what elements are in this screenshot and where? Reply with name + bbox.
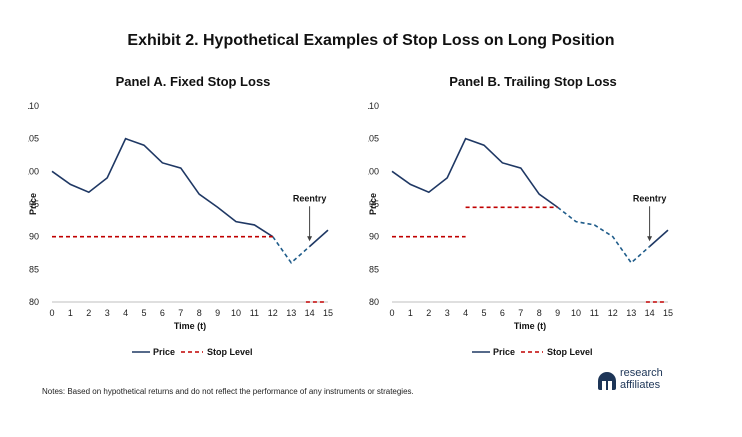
panel-a-x-tick-label: 12 bbox=[268, 308, 278, 318]
panel-a-x-tick-label: 7 bbox=[178, 308, 183, 318]
panel-b-x-tick-label: 2 bbox=[426, 308, 431, 318]
panel-a-x-tick-label: 13 bbox=[286, 308, 296, 318]
panel-b-y-tick-label: 105 bbox=[368, 134, 379, 144]
panel-b-legend-price-label: Price bbox=[493, 347, 515, 357]
panel-b-x-tick-label: 7 bbox=[518, 308, 523, 318]
panel-b-price-line-1 bbox=[557, 206, 651, 264]
panel-b-title: Panel B. Trailing Stop Loss bbox=[449, 74, 617, 89]
panel-b-x-tick-label: 6 bbox=[500, 308, 505, 318]
panel-a-y-axis-label: Price bbox=[28, 193, 38, 215]
research-affiliates-logo: research affiliates bbox=[598, 367, 688, 397]
panel-b-price-line-2 bbox=[649, 229, 669, 248]
panel-b-y-axis-label: Price bbox=[368, 193, 378, 215]
panel-a-x-tick-label: 0 bbox=[49, 308, 54, 318]
panel-b-price-line-0 bbox=[391, 137, 559, 208]
panel-a-x-tick-label: 6 bbox=[160, 308, 165, 318]
panel-a-y-tick-label: 110 bbox=[28, 101, 39, 111]
panel-a-annotation-reentry: Reentry bbox=[293, 193, 327, 203]
panel-b-reentry-arrow-head bbox=[647, 236, 653, 242]
panel-a-x-tick-label: 10 bbox=[231, 308, 241, 318]
panel-b-x-tick-label: 8 bbox=[537, 308, 542, 318]
panel-a-price-line-0 bbox=[51, 137, 274, 238]
panel-a-x-tick-label: 14 bbox=[305, 308, 315, 318]
panel-a-x-tick-label: 2 bbox=[86, 308, 91, 318]
brand-text: research affiliates bbox=[620, 367, 663, 391]
brand-line-1: research bbox=[620, 367, 663, 379]
panel-a-x-tick-label: 11 bbox=[250, 308, 259, 318]
panel-a-y-tick-label: 95 bbox=[29, 199, 39, 209]
panel-a-x-tick-label: 8 bbox=[197, 308, 202, 318]
panel-b-chart: Panel B. Trailing Stop Loss8085909510010… bbox=[368, 74, 673, 357]
panel-b-x-tick-label: 11 bbox=[590, 308, 599, 318]
footnote: Notes: Based on hypothetical returns and… bbox=[42, 387, 414, 396]
panel-b-x-tick-label: 9 bbox=[555, 308, 560, 318]
panel-a-x-tick-label: 9 bbox=[215, 308, 220, 318]
panel-b-x-tick-label: 14 bbox=[645, 308, 655, 318]
panel-a-y-tick-label: 85 bbox=[29, 264, 39, 274]
panel-a-y-tick-label: 100 bbox=[28, 166, 39, 176]
panel-b-x-axis-label: Time (t) bbox=[514, 321, 546, 331]
panel-b-x-tick-label: 5 bbox=[481, 308, 486, 318]
panel-b-y-tick-label: 95 bbox=[369, 199, 379, 209]
panel-a-y-tick-label: 105 bbox=[28, 134, 39, 144]
panel-a-chart: Panel A. Fixed Stop Loss8085909510010511… bbox=[28, 74, 333, 357]
panel-b-x-tick-label: 1 bbox=[408, 308, 413, 318]
panel-b-y-tick-label: 100 bbox=[368, 166, 379, 176]
panel-a-legend-price-label: Price bbox=[153, 347, 175, 357]
panel-b-x-tick-label: 15 bbox=[663, 308, 673, 318]
panel-a-x-tick-label: 3 bbox=[105, 308, 110, 318]
panel-a-y-tick-label: 80 bbox=[29, 297, 39, 307]
panel-a-title: Panel A. Fixed Stop Loss bbox=[116, 74, 271, 89]
panel-b-x-tick-label: 12 bbox=[608, 308, 618, 318]
panel-b-annotation-reentry: Reentry bbox=[633, 193, 667, 203]
panel-b-x-tick-label: 3 bbox=[445, 308, 450, 318]
panel-b-y-tick-label: 110 bbox=[368, 101, 379, 111]
panel-b-x-tick-label: 0 bbox=[389, 308, 394, 318]
panel-a-reentry-arrow-head bbox=[307, 236, 313, 242]
panel-a-price-line-1 bbox=[272, 236, 311, 264]
panel-a-x-tick-label: 1 bbox=[68, 308, 73, 318]
panel-b-legend-stop-label: Stop Level bbox=[547, 347, 593, 357]
panel-b-y-tick-label: 90 bbox=[369, 232, 379, 242]
panel-b-x-tick-label: 13 bbox=[626, 308, 636, 318]
panel-a-x-tick-label: 15 bbox=[323, 308, 333, 318]
brand-mark-icon bbox=[598, 372, 616, 390]
panel-a-y-tick-label: 90 bbox=[29, 232, 39, 242]
panel-b-y-tick-label: 80 bbox=[369, 297, 379, 307]
panel-a-legend-stop-label: Stop Level bbox=[207, 347, 253, 357]
panel-b-y-tick-label: 85 bbox=[369, 264, 379, 274]
brand-line-2: affiliates bbox=[620, 379, 661, 391]
panel-a-price-line-2 bbox=[309, 229, 329, 248]
exhibit-title: Exhibit 2. Hypothetical Examples of Stop… bbox=[127, 32, 615, 49]
panel-a-x-axis-label: Time (t) bbox=[174, 321, 206, 331]
panel-a-x-tick-label: 4 bbox=[123, 308, 128, 318]
panel-b-x-tick-label: 4 bbox=[463, 308, 468, 318]
panel-b-x-tick-label: 10 bbox=[571, 308, 581, 318]
panel-a-x-tick-label: 5 bbox=[141, 308, 146, 318]
